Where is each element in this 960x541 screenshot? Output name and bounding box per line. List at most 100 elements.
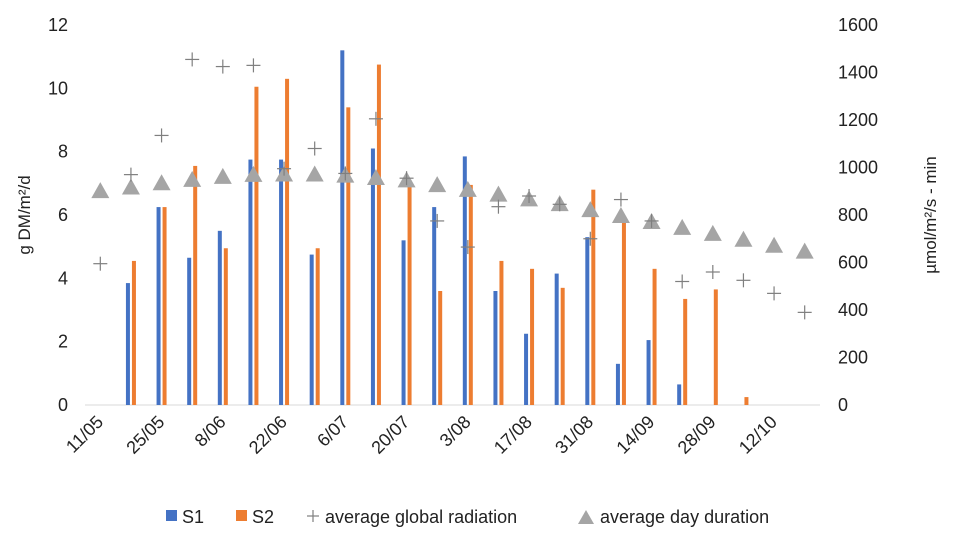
radiation-point xyxy=(460,240,475,255)
x-tick-label: 31/08 xyxy=(551,412,597,458)
bar-s2 xyxy=(438,291,443,405)
left-tick-label: 8 xyxy=(58,142,68,162)
bars-layer xyxy=(125,50,749,405)
right-tick-label: 1400 xyxy=(838,63,878,83)
day-duration-point xyxy=(366,169,385,185)
x-tick-label: 20/07 xyxy=(367,412,413,458)
right-tick-label: 1600 xyxy=(838,15,878,35)
bar-s2 xyxy=(162,207,167,405)
bar-s1 xyxy=(677,384,682,405)
radiation-point xyxy=(644,213,659,228)
bar-s1 xyxy=(248,159,253,405)
bar-s2 xyxy=(223,248,228,405)
bar-s2 xyxy=(346,107,351,405)
bar-s2 xyxy=(468,184,473,405)
day-duration-point xyxy=(489,185,508,202)
bar-s1 xyxy=(646,340,651,405)
bar-s1 xyxy=(156,207,161,405)
legend-label-s1: S1 xyxy=(182,507,204,527)
right-tick-label: 0 xyxy=(838,395,848,415)
bar-s2 xyxy=(407,180,412,405)
bar-s1 xyxy=(340,50,345,405)
left-tick-label: 4 xyxy=(58,268,68,288)
legend-swatch-s1 xyxy=(166,510,177,521)
bar-s2 xyxy=(285,78,290,405)
bar-s1 xyxy=(462,156,467,405)
bar-s2 xyxy=(376,64,381,405)
right-tick-label: 1000 xyxy=(838,158,878,178)
bar-s1 xyxy=(217,230,222,405)
left-tick-label: 10 xyxy=(48,78,68,98)
day-duration-point xyxy=(244,165,263,182)
right-ticks: 0 200 400 600 800 1000 1200 1400 1600 xyxy=(838,15,878,415)
radiation-point xyxy=(675,274,690,289)
markers-layer xyxy=(91,52,814,320)
bar-s2 xyxy=(315,248,320,405)
left-tick-label: 6 xyxy=(58,205,68,225)
radiation-point xyxy=(613,192,628,207)
right-tick-label: 600 xyxy=(838,253,868,273)
bar-s1 xyxy=(493,291,498,405)
radiation-point xyxy=(307,141,322,156)
legend-swatch-s2 xyxy=(236,510,247,521)
radiation-point xyxy=(552,197,567,212)
radiation-point xyxy=(154,128,169,143)
right-tick-label: 400 xyxy=(838,300,868,320)
day-duration-point xyxy=(581,201,600,218)
bar-s1 xyxy=(125,283,130,405)
right-tick-label: 1200 xyxy=(838,110,878,130)
bar-s1 xyxy=(370,148,375,405)
radiation-point xyxy=(246,58,261,73)
x-tick-label: 8/06 xyxy=(191,412,230,451)
left-axis-title: g DM/m²/d xyxy=(15,175,34,254)
x-tick-label: 3/08 xyxy=(436,412,475,451)
x-tick-label: 17/08 xyxy=(490,412,536,458)
day-duration-point xyxy=(91,182,110,199)
day-duration-point xyxy=(703,224,722,241)
bar-s1 xyxy=(187,257,192,405)
bar-s1 xyxy=(432,207,437,405)
bar-s2 xyxy=(131,260,136,405)
radiation-point xyxy=(123,167,138,182)
x-tick-label: 14/09 xyxy=(612,412,658,458)
day-duration-point xyxy=(121,178,140,195)
radiation-point xyxy=(368,111,383,126)
day-duration-point xyxy=(152,174,171,191)
day-duration-point xyxy=(734,230,753,247)
day-duration-point xyxy=(305,165,324,182)
radiation-point xyxy=(215,59,230,74)
day-duration-point xyxy=(428,176,447,193)
legend-marker-day-duration xyxy=(578,510,594,524)
day-duration-point xyxy=(458,180,477,197)
radiation-point xyxy=(736,273,751,288)
legend: S1 S2 average global radiation average d… xyxy=(166,507,769,527)
right-tick-label: 800 xyxy=(838,205,868,225)
radiation-point xyxy=(185,52,200,67)
bar-s2 xyxy=(683,298,688,405)
x-tick-label: 6/07 xyxy=(313,412,352,451)
bar-s2 xyxy=(713,289,718,405)
bar-s2 xyxy=(560,287,565,405)
bar-s1 xyxy=(524,333,529,405)
x-tick-label: 25/05 xyxy=(122,412,168,458)
radiation-point xyxy=(338,166,353,181)
x-tick-label: 11/05 xyxy=(62,412,107,457)
right-tick-label: 200 xyxy=(838,348,868,368)
radiation-point xyxy=(522,189,537,203)
radiation-point xyxy=(797,305,812,320)
left-tick-label: 12 xyxy=(48,15,68,35)
day-duration-point xyxy=(765,236,784,253)
bar-s2 xyxy=(621,218,626,405)
radiation-point xyxy=(705,265,720,279)
legend-label-day-duration: average day duration xyxy=(600,507,769,527)
bar-s1 xyxy=(309,254,314,405)
bar-s1 xyxy=(401,240,406,405)
radiation-point xyxy=(767,286,782,301)
x-ticks: 11/05 25/05 8/06 22/06 6/07 20/07 3/08 17/08 31/… xyxy=(62,412,781,458)
day-duration-point xyxy=(673,218,692,235)
bar-s1 xyxy=(554,273,559,405)
bar-s2 xyxy=(530,268,535,405)
bar-s2 xyxy=(499,260,504,405)
day-duration-point xyxy=(611,207,630,223)
